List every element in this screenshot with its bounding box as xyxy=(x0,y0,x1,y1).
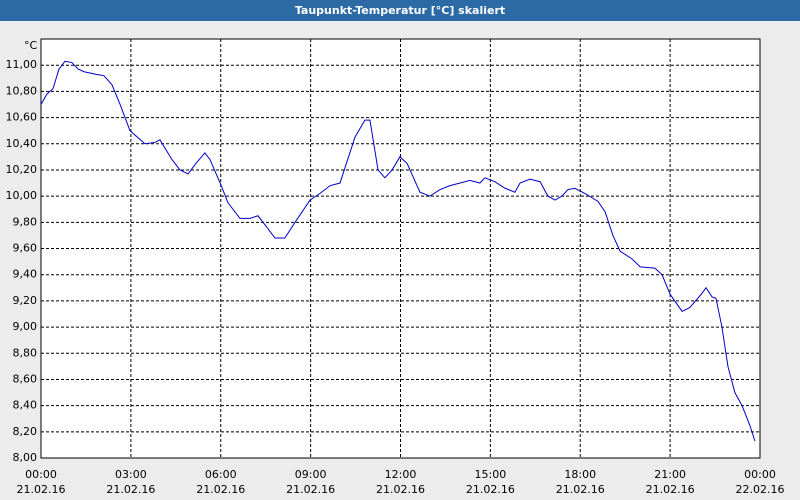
x-tick-date: 21.02.16 xyxy=(466,483,515,496)
y-tick-label: 8,60 xyxy=(13,372,38,385)
y-tick-label: 10,40 xyxy=(6,137,38,150)
chart-title: Taupunkt-Temperatur [°C] skaliert xyxy=(295,4,505,17)
y-tick-label: 8,80 xyxy=(13,346,38,359)
x-tick-date: 21.02.16 xyxy=(376,483,425,496)
x-tick-date: 21.02.16 xyxy=(646,483,695,496)
y-tick-label: 9,00 xyxy=(13,320,38,333)
x-tick-date: 21.02.16 xyxy=(106,483,155,496)
y-tick-label: 9,20 xyxy=(13,294,38,307)
x-tick-label: 21:00 xyxy=(654,468,686,481)
x-tick-date: 21.02.16 xyxy=(556,483,605,496)
x-tick-label: 15:00 xyxy=(475,468,507,481)
plot-area xyxy=(40,38,761,459)
y-tick-label: 9,60 xyxy=(13,242,38,255)
data-line xyxy=(40,60,756,442)
x-tick-label: 18:00 xyxy=(564,468,596,481)
y-tick-label: 8,20 xyxy=(13,425,38,438)
y-tick-label: 10,60 xyxy=(6,111,38,124)
x-tick-label: 00:00 xyxy=(744,468,776,481)
y-axis-label: °C xyxy=(24,39,38,52)
y-tick-label: 8,00 xyxy=(13,451,38,464)
y-tick-label: 9,40 xyxy=(13,268,38,281)
y-tick-label: 9,80 xyxy=(13,215,38,228)
y-tick-label: 11,00 xyxy=(6,58,38,71)
x-tick-date: 21.02.16 xyxy=(286,483,335,496)
x-tick-label: 06:00 xyxy=(205,468,237,481)
x-tick-label: 00:00 xyxy=(25,468,57,481)
title-bar xyxy=(0,0,800,21)
y-tick-label: 10,20 xyxy=(6,163,38,176)
x-tick-label: 12:00 xyxy=(385,468,417,481)
y-tick-label: 10,80 xyxy=(6,84,38,97)
y-tick-label: 10,00 xyxy=(6,189,38,202)
x-tick-date: 21.02.16 xyxy=(196,483,245,496)
x-tick-label: 03:00 xyxy=(115,468,147,481)
x-tick-label: 09:00 xyxy=(295,468,327,481)
y-tick-label: 8,40 xyxy=(13,399,38,412)
x-tick-date: 21.02.16 xyxy=(17,483,66,496)
x-tick-date: 22.02.16 xyxy=(736,483,785,496)
